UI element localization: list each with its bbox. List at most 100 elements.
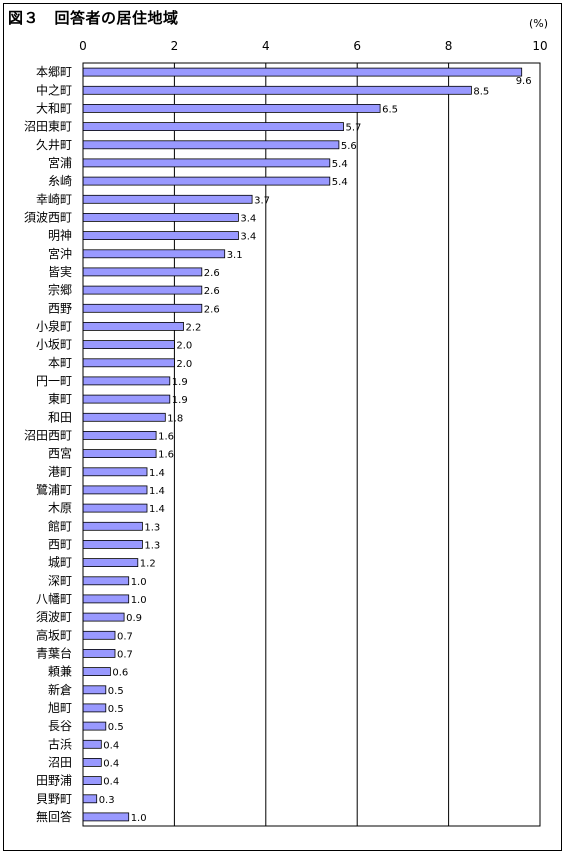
value-label: 1.9 [172, 377, 188, 388]
bar [82, 376, 171, 386]
category-label: 円一町 [36, 374, 72, 388]
value-label: 0.9 [126, 613, 142, 624]
bar [82, 212, 239, 222]
bar [82, 721, 107, 731]
value-label: 1.0 [131, 595, 147, 606]
value-label: 2.6 [204, 304, 220, 315]
x-tick-label: 0 [79, 39, 87, 53]
bar [82, 104, 381, 113]
value-label: 2.0 [176, 359, 192, 370]
category-label: 新倉 [48, 682, 72, 697]
bar [82, 503, 148, 513]
value-label: 0.4 [103, 777, 119, 788]
bar [82, 85, 472, 95]
bar [82, 158, 331, 168]
category-label: 小泉町 [36, 319, 72, 333]
bar [82, 794, 98, 804]
category-label: 古浜 [48, 736, 72, 751]
chart-title: 図３ 回答者の居住地域 [8, 9, 179, 27]
bar [82, 412, 166, 422]
value-label: 0.3 [99, 795, 115, 806]
category-label: 本郷町 [36, 65, 72, 79]
category-label: 長谷 [48, 719, 72, 733]
bar [82, 249, 226, 259]
category-label: 中之町 [36, 82, 72, 97]
value-label: 1.6 [158, 431, 174, 442]
value-label: 1.4 [149, 504, 165, 515]
bar [82, 176, 331, 186]
category-label: 西町 [48, 537, 72, 551]
bar [82, 649, 116, 658]
category-label: 木原 [48, 501, 72, 515]
value-label: 9.6 [516, 76, 532, 87]
category-label: 宗郷 [48, 282, 72, 297]
value-label: 1.4 [149, 486, 165, 497]
plot-border [82, 62, 541, 827]
category-label: 明神 [48, 229, 72, 243]
category-label: 城町 [48, 556, 72, 570]
value-label: 0.4 [103, 740, 119, 751]
bar [82, 758, 102, 767]
bar [82, 485, 148, 495]
bars [82, 67, 523, 822]
category-label: 久井町 [36, 138, 72, 152]
bar [82, 67, 523, 77]
value-label: 1.9 [172, 395, 188, 406]
category-label: 須波西町 [24, 210, 72, 224]
value-label: 1.8 [167, 413, 183, 424]
value-label: 0.5 [108, 722, 124, 733]
bar [82, 521, 143, 531]
value-label: 1.0 [131, 813, 147, 824]
bar [82, 358, 175, 368]
bar [82, 285, 203, 295]
value-label: 5.7 [346, 123, 362, 134]
bar [82, 812, 130, 822]
value-label: 3.4 [240, 232, 256, 243]
value-labels: 9.68.56.55.75.65.45.43.73.43.43.12.62.62… [99, 76, 532, 824]
bar [82, 321, 184, 331]
value-label: 0.6 [112, 668, 128, 679]
value-label: 3.1 [227, 250, 243, 261]
category-label: 大和町 [36, 101, 72, 115]
value-label: 1.0 [131, 577, 147, 588]
bar [82, 776, 102, 785]
category-labels: 本郷町中之町大和町沼田東町久井町宮浦糸崎幸崎町須波西町明神宮沖皆実宗郷西野小泉町… [24, 65, 72, 824]
category-label: 沼田西町 [24, 428, 72, 442]
value-label: 0.5 [108, 704, 124, 715]
bar [82, 394, 171, 404]
category-label: 宮浦 [48, 155, 72, 170]
value-label: 1.6 [158, 450, 174, 461]
value-label: 0.4 [103, 758, 119, 769]
bar [82, 685, 107, 695]
x-tick-label: 10 [532, 39, 547, 53]
bar [82, 703, 107, 713]
bar [82, 267, 203, 277]
bar [82, 540, 143, 549]
category-label: 皆実 [48, 264, 72, 279]
unit-label: (%) [529, 17, 548, 30]
value-label: 3.4 [240, 213, 256, 224]
category-label: 西野 [48, 301, 72, 315]
category-label: 須波町 [36, 610, 72, 624]
category-label: 田野浦 [36, 774, 72, 788]
category-label: 旭町 [48, 701, 72, 715]
bar [82, 449, 157, 459]
category-label: 沼田東町 [24, 120, 72, 134]
bar [82, 467, 148, 477]
category-label: 青葉台 [36, 645, 72, 660]
category-label: 高坂町 [36, 627, 72, 642]
value-label: 0.5 [108, 686, 124, 697]
category-label: 本町 [48, 356, 72, 370]
value-label: 1.3 [144, 540, 160, 551]
value-label: 6.5 [382, 104, 398, 115]
bar [82, 576, 130, 586]
bar [82, 739, 102, 749]
x-tick-label: 4 [262, 39, 270, 53]
x-axis-ticks: 0 2 4 6 8 10 [79, 39, 547, 53]
value-label: 0.7 [117, 631, 133, 642]
x-tick-label: 6 [353, 39, 361, 53]
category-label: 和田 [48, 410, 72, 424]
value-label: 1.3 [144, 522, 160, 533]
category-label: 鷺浦町 [36, 482, 72, 497]
